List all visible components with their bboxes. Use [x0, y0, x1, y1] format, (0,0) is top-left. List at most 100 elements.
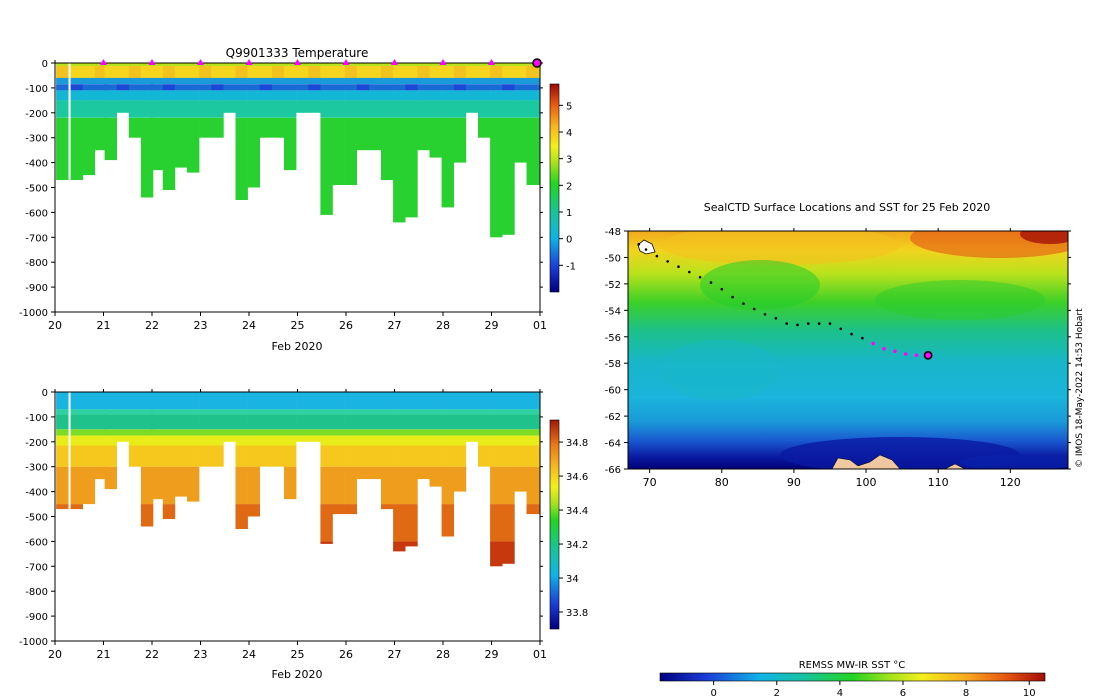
temperature-cell	[174, 84, 188, 91]
temperature-cell	[490, 63, 503, 66]
salinity-cell	[405, 392, 418, 410]
temperature-cell	[211, 90, 224, 101]
salinity-cell	[82, 392, 96, 410]
temperature-cell	[417, 66, 430, 78]
x-tick-label: 01	[533, 648, 547, 661]
salinity-profile	[344, 392, 357, 515]
salinity-cell	[344, 414, 357, 430]
temperature-cell	[247, 63, 260, 66]
temperature-cell	[82, 100, 96, 118]
salinity-cell	[405, 541, 418, 547]
temperature-cell	[116, 100, 130, 113]
x-tick-label: 26	[339, 319, 353, 332]
salinity-cell	[296, 414, 309, 430]
salinity-cell	[368, 414, 382, 430]
temperature-cell	[502, 77, 515, 85]
temperature-cell	[271, 66, 285, 78]
temperature-cell	[174, 63, 188, 66]
salinity-profile	[116, 392, 130, 442]
salinity-profile	[526, 392, 539, 515]
salinity-cell	[344, 392, 357, 410]
temperature-cell	[235, 100, 248, 118]
salinity-cell	[381, 466, 394, 505]
salinity-cell	[465, 429, 479, 436]
salinity-cell	[344, 429, 357, 436]
salinity-cell	[429, 414, 442, 430]
salinity-cell	[417, 445, 430, 467]
salinity-profile	[162, 392, 176, 519]
temperature-cell	[453, 100, 467, 118]
salinity-cell	[223, 414, 236, 430]
temperature-cell	[344, 66, 357, 78]
temperature-cell	[368, 66, 382, 78]
salinity-cell	[82, 429, 96, 436]
salinity-profile	[128, 392, 142, 467]
temperature-cell	[235, 84, 248, 91]
temperature-cell	[70, 100, 83, 118]
salinity-cell	[94, 429, 108, 436]
temperature-cell	[140, 90, 154, 101]
temperature-cell	[128, 117, 142, 138]
temperature-cell	[381, 90, 394, 101]
salinity-cell	[150, 435, 163, 446]
salinity-cell	[128, 414, 142, 430]
map-y-tick-label: -52	[605, 280, 621, 291]
temperature-cell	[381, 117, 394, 180]
temperature-cell	[187, 84, 200, 91]
temperature-cell	[320, 63, 333, 66]
temperature-cell	[104, 100, 117, 118]
salinity-cell	[344, 435, 357, 446]
temperature-cell	[393, 66, 406, 78]
temperature-cell	[150, 77, 163, 85]
temperature-cell	[56, 84, 69, 91]
salinity-cell	[526, 429, 539, 436]
track-point	[817, 322, 821, 325]
salinity-cell	[70, 414, 83, 430]
salinity-cell	[223, 409, 236, 415]
temperature-profile	[259, 63, 273, 138]
salinity-cell	[94, 409, 108, 415]
temperature-cell	[94, 84, 108, 91]
temperature-cell	[538, 100, 540, 118]
temperature-cell	[94, 100, 108, 118]
salinity-cell	[441, 435, 454, 446]
salinity-cell	[405, 435, 418, 446]
temperature-cell	[381, 100, 394, 118]
salinity-cell	[162, 445, 176, 467]
temperature-cell	[296, 100, 309, 113]
map-y-tick-label: -62	[605, 412, 621, 423]
salinity-cell	[223, 392, 236, 410]
temperature-cell	[405, 63, 418, 66]
salinity-cell	[320, 435, 333, 446]
salinity-cell	[381, 414, 394, 430]
salinity-profile	[320, 392, 333, 544]
salinity-cell	[70, 435, 83, 446]
temperature-cell	[187, 100, 200, 118]
temperature-cell	[162, 117, 176, 190]
x-tick-label: 25	[291, 319, 305, 332]
temperature-cell	[368, 63, 382, 66]
temperature-cell	[478, 84, 491, 91]
salinity-cell	[104, 392, 117, 410]
temperature-cell	[162, 63, 176, 66]
temperature-profile	[56, 63, 69, 180]
salinity-cell	[429, 466, 442, 487]
temperature-profile	[174, 63, 188, 168]
temperature-cell	[490, 100, 503, 118]
salinity-cell	[284, 466, 297, 500]
salinity-profile	[284, 392, 297, 500]
temperature-cell	[259, 77, 273, 85]
temperature-cell	[332, 117, 345, 185]
temperature-cell	[429, 90, 442, 101]
salinity-cell	[259, 409, 273, 415]
temperature-profile	[128, 63, 142, 138]
salinity-cell	[502, 392, 515, 410]
y-tick-label: -1000	[19, 637, 48, 648]
salinity-cell	[259, 392, 273, 410]
x-tick-label: 28	[436, 648, 450, 661]
salinity-cell	[56, 414, 69, 430]
temperature-cell	[104, 90, 117, 101]
salinity-cell	[247, 414, 260, 430]
temperature-cell	[162, 77, 176, 85]
temperature-cell	[478, 63, 491, 66]
